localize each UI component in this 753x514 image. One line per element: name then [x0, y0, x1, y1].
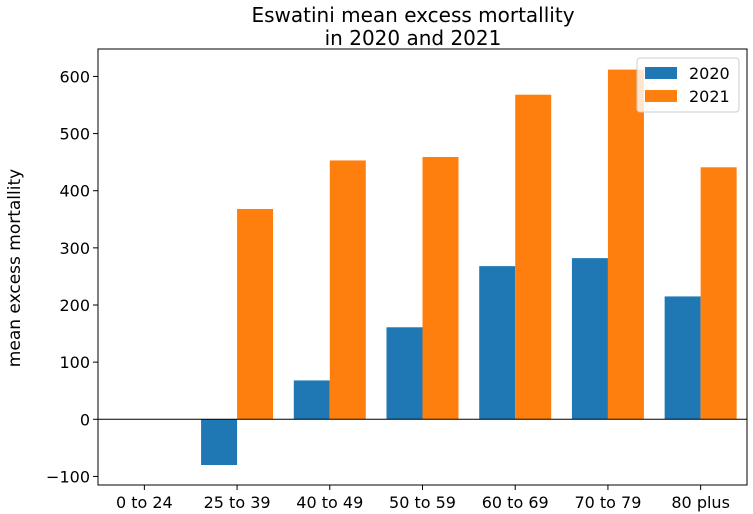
legend-swatch-2020 [645, 67, 677, 79]
x-tick-label: 0 to 24 [116, 493, 173, 512]
y-tick-label: 200 [59, 296, 90, 315]
x-tick-label: 40 to 49 [296, 493, 363, 512]
bar-2020-80-plus [664, 296, 701, 420]
x-tick-label: 70 to 79 [574, 493, 641, 512]
bar-2020-60-to-69 [479, 266, 516, 420]
y-tick-label: 100 [59, 353, 90, 372]
y-axis-title: mean excess mortallity [5, 169, 25, 367]
plot-area: −100 0 100 200 300 400 500 600 0 to 24 25 to 39 40… [46, 48, 748, 512]
bar-2021-70-to-79 [607, 69, 644, 420]
chart-title-line-1: Eswatini mean excess mortallity [251, 3, 574, 27]
bar-2021-60-to-69 [515, 94, 552, 420]
x-tick-label: 50 to 59 [389, 493, 456, 512]
bar-2021-80-plus [700, 167, 737, 420]
bar-2020-50-to-59 [386, 327, 423, 420]
bar-2020-70-to-79 [571, 258, 608, 420]
chart-title-line-2: in 2020 and 2021 [325, 26, 502, 50]
bar-2020-25-to-39 [201, 419, 238, 465]
y-tick-label: 600 [59, 67, 90, 86]
legend-label-2020: 2020 [689, 64, 730, 83]
x-tick-label: 25 to 39 [204, 493, 271, 512]
y-tick-label: 300 [59, 239, 90, 258]
y-tick-label: 0 [80, 410, 90, 429]
x-tick-label: 60 to 69 [482, 493, 549, 512]
x-tick-label: 80 plus [671, 493, 730, 512]
bar-2021-25-to-39 [237, 209, 274, 420]
y-tick-label: 400 [59, 182, 90, 201]
legend-swatch-2021 [645, 90, 677, 102]
bar-2021-40-to-49 [329, 160, 366, 420]
y-tick-label: 500 [59, 125, 90, 144]
bar-2021-50-to-59 [422, 157, 459, 420]
bar-2020-40-to-49 [293, 380, 330, 420]
y-tick-label: −100 [46, 467, 90, 486]
legend-label-2021: 2021 [689, 87, 730, 106]
